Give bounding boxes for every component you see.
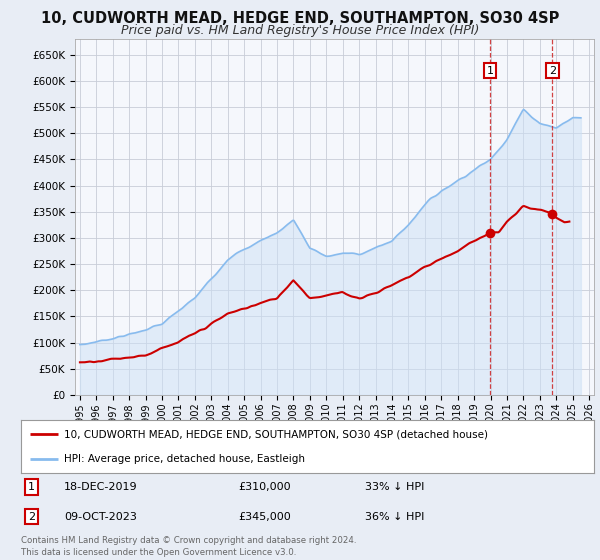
Text: 36% ↓ HPI: 36% ↓ HPI [365,512,424,521]
Text: Contains HM Land Registry data © Crown copyright and database right 2024.: Contains HM Land Registry data © Crown c… [21,536,356,545]
Text: £310,000: £310,000 [239,482,292,492]
Text: 2: 2 [28,512,35,521]
Text: 1: 1 [487,66,493,76]
Text: 09-OCT-2023: 09-OCT-2023 [64,512,137,521]
Text: 1: 1 [28,482,35,492]
Text: This data is licensed under the Open Government Licence v3.0.: This data is licensed under the Open Gov… [21,548,296,557]
Text: Price paid vs. HM Land Registry's House Price Index (HPI): Price paid vs. HM Land Registry's House … [121,24,479,37]
Text: 10, CUDWORTH MEAD, HEDGE END, SOUTHAMPTON, SO30 4SP: 10, CUDWORTH MEAD, HEDGE END, SOUTHAMPTO… [41,11,559,26]
Text: 18-DEC-2019: 18-DEC-2019 [64,482,137,492]
Text: £345,000: £345,000 [239,512,292,521]
Text: HPI: Average price, detached house, Eastleigh: HPI: Average price, detached house, East… [64,454,305,464]
Text: 2: 2 [549,66,556,76]
Text: 10, CUDWORTH MEAD, HEDGE END, SOUTHAMPTON, SO30 4SP (detached house): 10, CUDWORTH MEAD, HEDGE END, SOUTHAMPTO… [64,430,488,440]
Text: 33% ↓ HPI: 33% ↓ HPI [365,482,424,492]
